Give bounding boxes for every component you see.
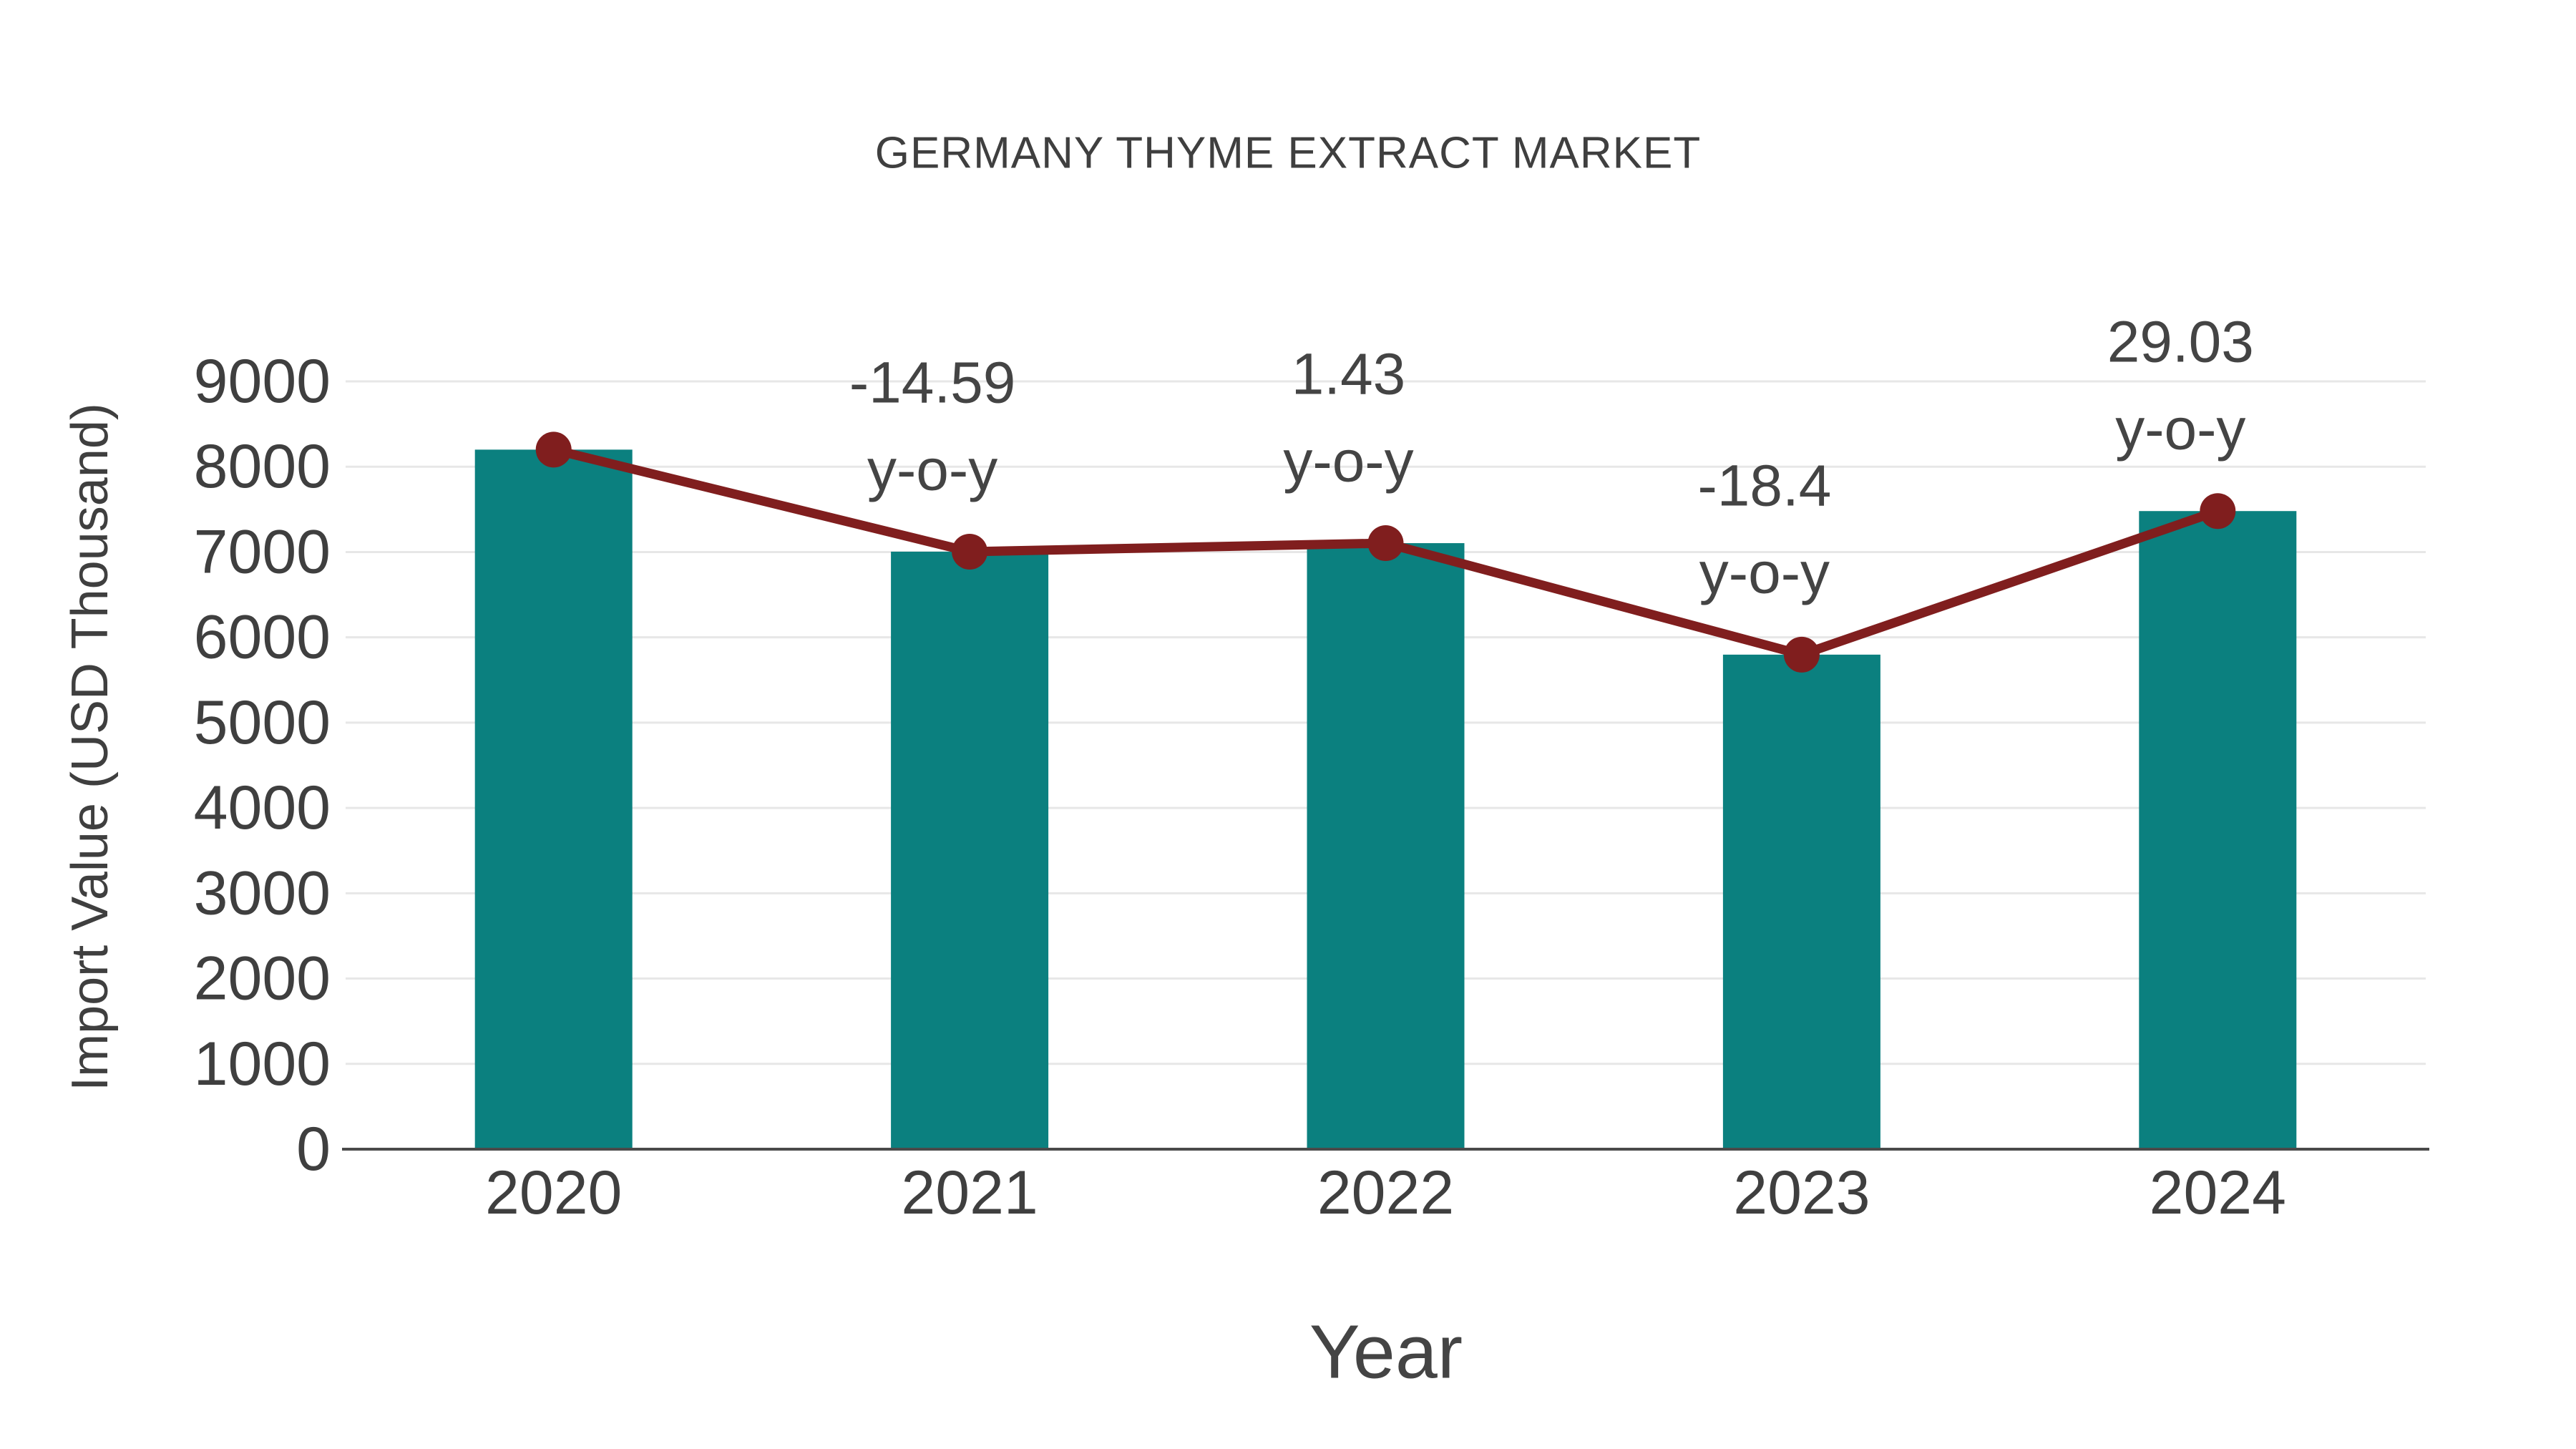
y-tick-label-2000: 2000 [194,945,331,1013]
annotation-2021-suffix: y-o-y [867,437,997,502]
x-tick-label-2023: 2023 [1733,1158,1870,1227]
line-point-2022 [1367,525,1404,562]
line-point-2024 [2200,493,2236,530]
y-tick-label-7000: 7000 [194,517,331,586]
y-tick-label-5000: 5000 [194,688,331,757]
y-tick-label-4000: 4000 [194,774,331,842]
annotation-2024-suffix: y-o-y [2115,397,2245,462]
x-tick-label-2022: 2022 [1317,1158,1454,1227]
y-tick-label-1000: 1000 [194,1030,331,1098]
line-point-2020 [535,431,572,468]
annotation-2024-value: 29.03 [2107,310,2254,375]
annotation-2022-value: 1.43 [1292,342,1406,407]
y-tick-label-6000: 6000 [194,603,331,672]
annotation-2022-suffix: y-o-y [1283,429,1413,494]
x-tick-label-2021: 2021 [901,1158,1038,1227]
annotation-2023-value: -18.4 [1697,453,1831,518]
y-tick-label-9000: 9000 [194,347,331,416]
line-point-2023 [1783,636,1820,673]
y-tick-label-3000: 3000 [194,859,331,927]
x-tick-label-2024: 2024 [2150,1158,2286,1227]
y-axis-title: Import Value (USD Thousand) [62,403,119,1091]
chart-title: GERMANY THYME EXTRACT MARKET [874,128,1702,178]
bar-2022 [1307,543,1465,1149]
bar-2021 [891,551,1049,1149]
x-tick-label-2020: 2020 [485,1158,622,1227]
annotation-2021-value: -14.59 [849,350,1016,415]
annotation-2023-suffix: y-o-y [1699,540,1830,605]
bar-2024 [2139,511,2297,1149]
y-tick-label-0: 0 [296,1115,331,1184]
bar-2023 [1722,654,1880,1149]
line-point-2021 [952,533,988,570]
bar-2020 [474,449,633,1149]
x-axis-title: Year [1309,1309,1463,1395]
y-tick-label-8000: 8000 [194,432,331,501]
